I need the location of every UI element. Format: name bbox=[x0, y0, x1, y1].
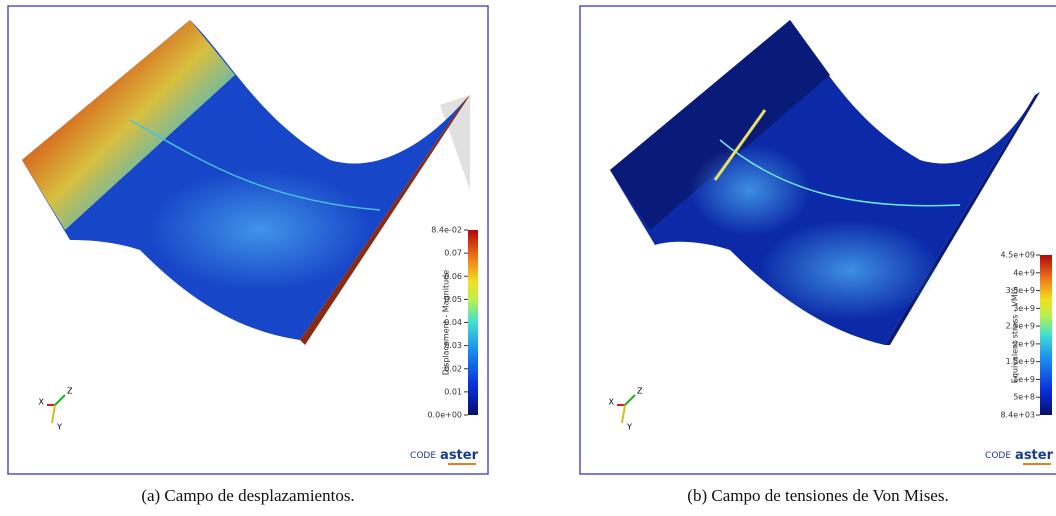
colorbar-title: Displacement - Magnitude bbox=[442, 270, 451, 375]
glow bbox=[760, 220, 940, 320]
axis-label: Y bbox=[56, 423, 62, 432]
colorbar bbox=[468, 230, 478, 415]
colorbar-tick-label: 8.4e+03 bbox=[1000, 411, 1035, 420]
glow bbox=[150, 170, 370, 290]
logo: CODE aster bbox=[985, 448, 1054, 463]
colorbar-tick-label: 4e+9 bbox=[1013, 268, 1035, 277]
colorbar-tick-label: 8.4e-02 bbox=[431, 226, 462, 235]
logo: CODE aster bbox=[410, 448, 479, 463]
axis-label: Z bbox=[637, 387, 643, 396]
colorbar-tick-label: 4.5e+09 bbox=[1000, 251, 1035, 260]
caption: (b) Campo de tensiones de Von Mises. bbox=[687, 486, 948, 505]
colorbar-tick-label: 5e+8 bbox=[1013, 393, 1035, 402]
axis-label: Z bbox=[67, 387, 73, 396]
colorbar bbox=[1040, 255, 1052, 415]
axis-label: X bbox=[39, 398, 45, 407]
logo-prefix: CODE bbox=[985, 451, 1011, 461]
glow bbox=[690, 145, 810, 235]
caption: (a) Campo de desplazamientos. bbox=[141, 486, 354, 505]
colorbar-tick-label: 0.07 bbox=[444, 249, 462, 258]
logo-prefix: CODE bbox=[410, 451, 436, 461]
figure: 8.4e-020.070.060.050.040.030.020.010.0e+… bbox=[0, 0, 1056, 516]
axis-label: X bbox=[609, 398, 615, 407]
logo-underline bbox=[448, 463, 476, 465]
logo-underline bbox=[1023, 463, 1051, 465]
colorbar-tick-label: 0.01 bbox=[444, 387, 462, 396]
colorbar-title: Equivalent stress - VMIS bbox=[1011, 287, 1020, 383]
axis-label: Y bbox=[626, 423, 632, 432]
colorbar-tick-label: 0.0e+00 bbox=[427, 411, 462, 420]
logo-name: aster bbox=[1015, 448, 1054, 463]
logo-name: aster bbox=[440, 448, 479, 463]
